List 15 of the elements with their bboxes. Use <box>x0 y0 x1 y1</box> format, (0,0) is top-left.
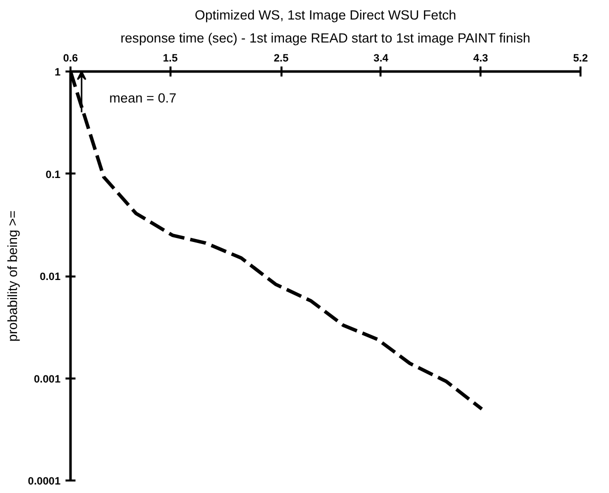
y-axis-title: probability of being >= <box>4 210 20 342</box>
x-tick-label: 0.6 <box>63 52 78 64</box>
x-tick-label: 2.5 <box>274 52 289 64</box>
y-tick-label: 1 <box>54 66 61 78</box>
x-tick-label: 1.5 <box>162 52 178 64</box>
x-tick-label: 4.3 <box>473 52 488 64</box>
y-tick-label: 0.01 <box>40 271 61 283</box>
x-tick-label: 5.2 <box>573 52 588 64</box>
y-tick-label: 0.1 <box>46 168 61 181</box>
x-tick-label: 3.4 <box>374 52 388 64</box>
chart-title: Optimized WS, 1st Image Direct WSU Fetch <box>194 8 456 22</box>
y-tick-label: 0.001 <box>34 373 61 386</box>
x-axis-title: response time (sec) - 1st image READ start to 1st image PAINT finish <box>120 30 530 46</box>
y-tick-label: 0.0001 <box>28 476 61 488</box>
ref-line-label: mean = 0.7 <box>109 90 176 106</box>
